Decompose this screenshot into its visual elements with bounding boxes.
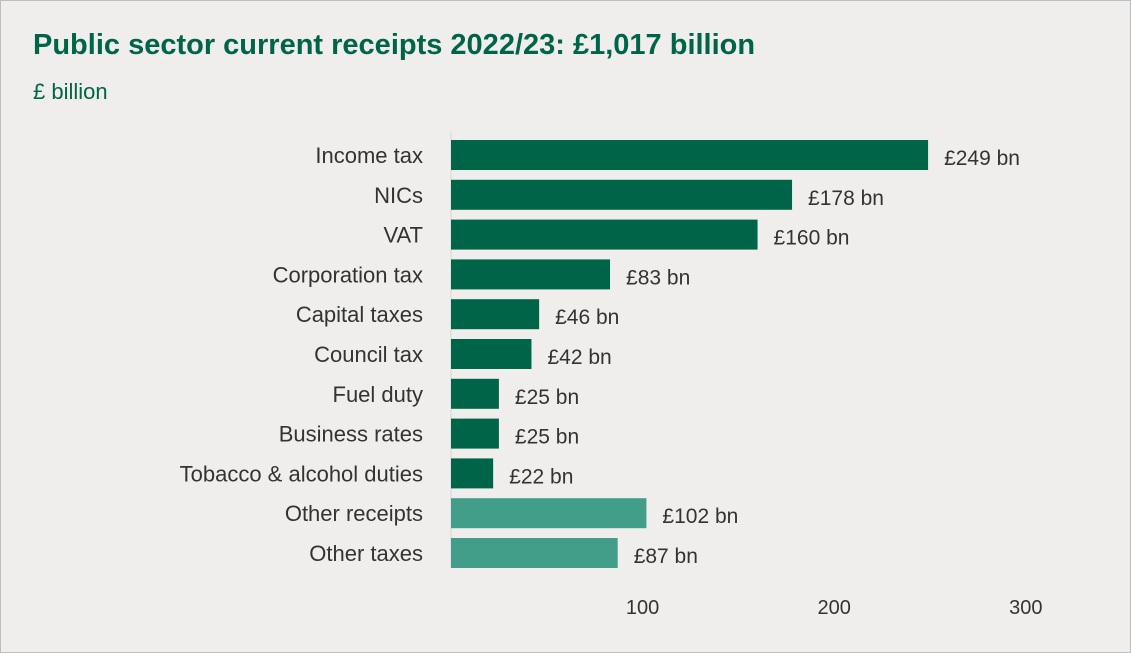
- category-label: Corporation tax: [273, 262, 423, 287]
- category-label: Council tax: [314, 342, 423, 367]
- category-label: Business rates: [279, 422, 423, 447]
- data-label: £87 bn: [634, 545, 698, 568]
- category-label: Fuel duty: [333, 382, 424, 407]
- category-label: Income tax: [315, 143, 423, 168]
- chart-title: Public sector current receipts 2022/23: …: [33, 29, 756, 61]
- data-label: £42 bn: [547, 346, 611, 369]
- x-tick-label: 300: [1009, 597, 1042, 619]
- category-label: Capital taxes: [296, 302, 423, 327]
- chart-subtitle: £ billion: [33, 79, 108, 104]
- category-label: Other receipts: [285, 501, 423, 526]
- bar: [451, 458, 494, 489]
- data-label: £249 bn: [944, 147, 1020, 170]
- x-tick-label: 200: [818, 597, 851, 619]
- bar: [451, 259, 611, 290]
- category-label: VAT: [383, 223, 423, 248]
- data-label: £160 bn: [774, 227, 850, 250]
- bar: [451, 418, 499, 449]
- data-label: £25 bn: [515, 426, 579, 449]
- bar: [451, 299, 540, 330]
- data-label: £83 bn: [626, 266, 690, 289]
- data-label: £102 bn: [662, 505, 738, 528]
- category-label: NICs: [374, 183, 423, 208]
- data-label: £22 bn: [509, 465, 573, 488]
- bar: [451, 538, 618, 568]
- bar: [451, 378, 499, 409]
- bar: [451, 179, 793, 210]
- data-label: £46 bn: [555, 306, 619, 329]
- category-label: Other taxes: [309, 541, 423, 566]
- x-tick-label: 100: [626, 597, 659, 619]
- data-label: £25 bn: [515, 386, 579, 409]
- data-label: £178 bn: [808, 187, 884, 210]
- bar: [451, 339, 532, 369]
- bar: [451, 140, 929, 170]
- bar: [451, 219, 758, 250]
- category-label: Tobacco & alcohol duties: [180, 461, 423, 486]
- bar: [451, 498, 647, 529]
